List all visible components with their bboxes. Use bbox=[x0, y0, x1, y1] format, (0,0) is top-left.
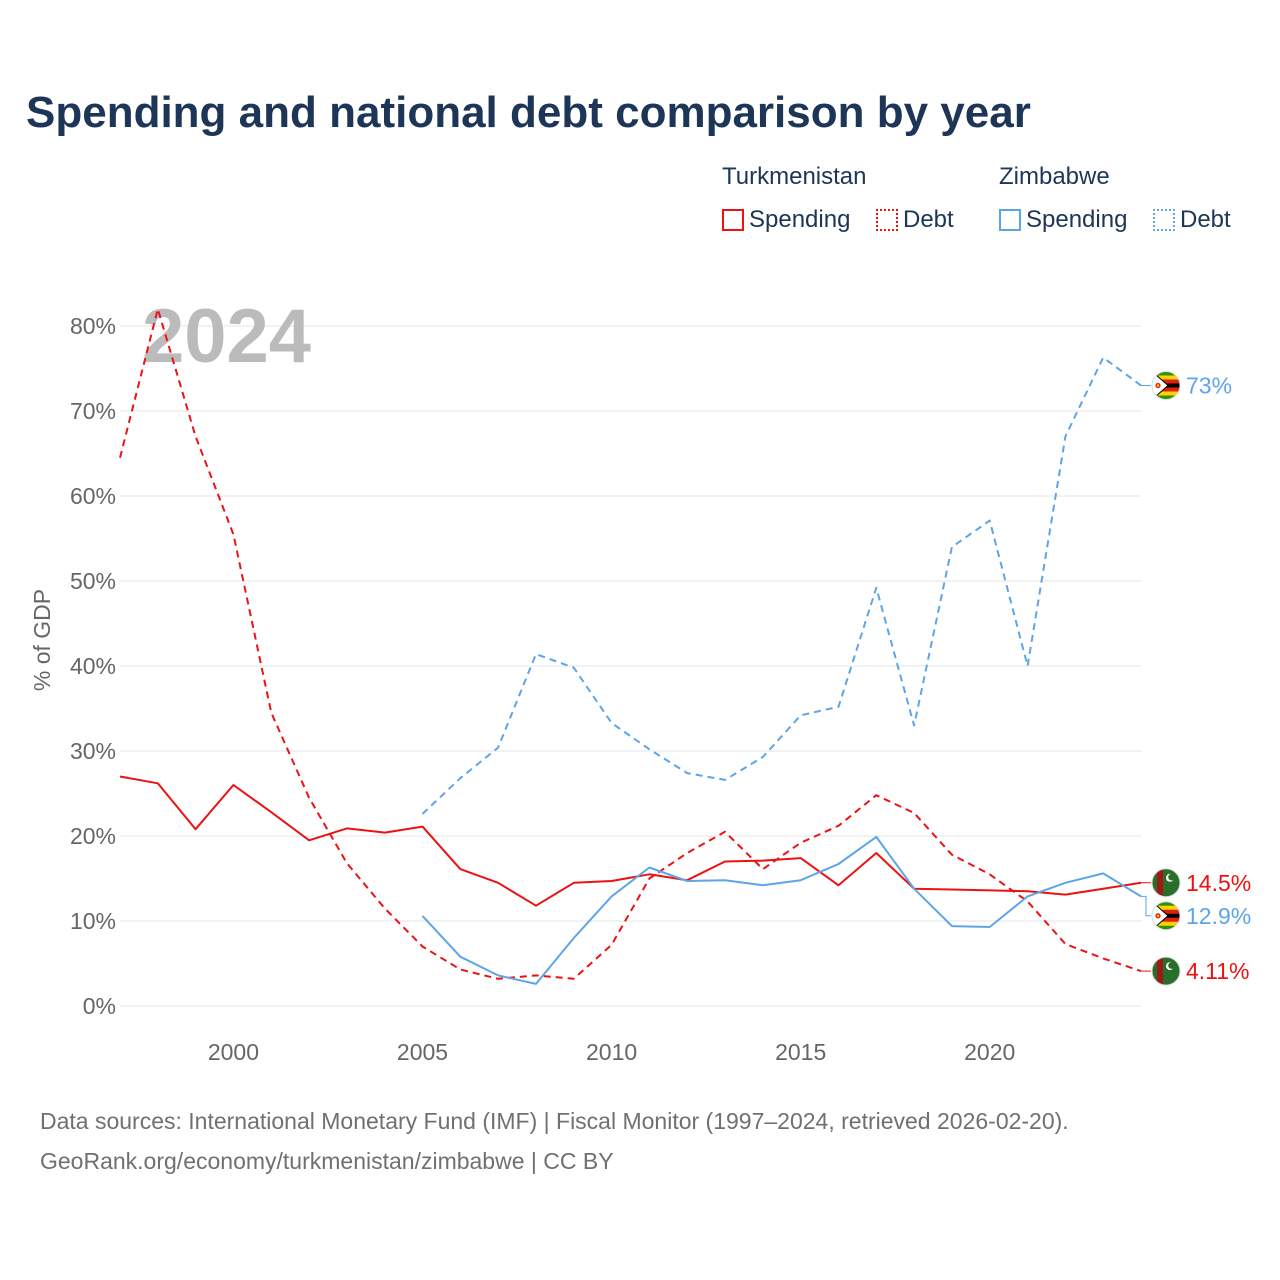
series-line-turkmenistan-spending bbox=[119, 775, 1142, 907]
legend-label-turkmenistan-debt: Debt bbox=[903, 206, 954, 233]
legend-zimbabwe-debt[interactable]: Debt bbox=[1153, 205, 1231, 235]
end-label-turkmenistan-debt: 4.11% bbox=[1186, 958, 1250, 984]
series-line-zimbabwe-debt bbox=[421, 356, 1142, 815]
zimbabwe-flag-icon bbox=[1151, 371, 1181, 400]
y-axis-title: % of GDP bbox=[29, 589, 55, 691]
x-tick-label: 2010 bbox=[586, 1039, 637, 1065]
turkmenistan-flag-icon bbox=[1151, 868, 1181, 898]
legend-label-zimbabwe-spending: Spending bbox=[1026, 206, 1128, 233]
end-label-zimbabwe-debt: 73% bbox=[1186, 373, 1232, 399]
y-tick-label: 30% bbox=[70, 738, 116, 764]
legend-country-turkmenistan: Turkmenistan bbox=[722, 163, 867, 190]
legend-zimbabwe-spending[interactable]: Spending bbox=[999, 205, 1127, 235]
legend-swatch-zimbabwe-spending bbox=[999, 209, 1021, 231]
y-tick-label: 80% bbox=[70, 313, 116, 339]
turkmenistan-flag-icon bbox=[1151, 956, 1181, 986]
legend-turkmenistan-debt[interactable]: Debt bbox=[876, 205, 954, 235]
y-tick-label: 70% bbox=[70, 398, 116, 424]
y-tick-label: 0% bbox=[83, 993, 116, 1019]
end-label-zimbabwe-spending: 12.9% bbox=[1186, 903, 1251, 929]
y-tick-label: 10% bbox=[70, 908, 116, 934]
x-tick-label: 2005 bbox=[397, 1039, 448, 1065]
legend-label-turkmenistan-spending: Spending bbox=[749, 206, 851, 233]
legend-turkmenistan-spending[interactable]: Spending bbox=[722, 205, 850, 235]
year-watermark: 2024 bbox=[142, 294, 311, 379]
legend-country-zimbabwe: Zimbabwe bbox=[999, 163, 1110, 190]
source-line-1: Data sources: International Monetary Fun… bbox=[40, 1108, 1069, 1134]
end-connector-zimbabwe-spending bbox=[1141, 895, 1151, 917]
y-tick-label: 60% bbox=[70, 483, 116, 509]
legend-swatch-turkmenistan-debt bbox=[876, 209, 898, 231]
x-tick-label: 2015 bbox=[775, 1039, 826, 1065]
chart-title: Spending and national debt comparison by… bbox=[26, 88, 1031, 137]
series-line-turkmenistan-debt bbox=[119, 308, 1142, 980]
legend-swatch-turkmenistan-spending bbox=[722, 209, 744, 231]
legend-swatch-zimbabwe-debt bbox=[1153, 209, 1175, 231]
series-line-zimbabwe-spending bbox=[421, 835, 1142, 985]
x-tick-label: 2000 bbox=[208, 1039, 259, 1065]
zimbabwe-flag-icon bbox=[1151, 901, 1181, 931]
y-tick-label: 40% bbox=[70, 653, 116, 679]
end-label-turkmenistan-spending: 14.5% bbox=[1186, 870, 1251, 896]
legend-label-zimbabwe-debt: Debt bbox=[1180, 206, 1231, 233]
y-tick-label: 50% bbox=[70, 568, 116, 594]
y-tick-label: 20% bbox=[70, 823, 116, 849]
x-tick-label: 2020 bbox=[964, 1039, 1015, 1065]
source-line-2: GeoRank.org/economy/turkmenistan/zimbabw… bbox=[40, 1148, 614, 1174]
